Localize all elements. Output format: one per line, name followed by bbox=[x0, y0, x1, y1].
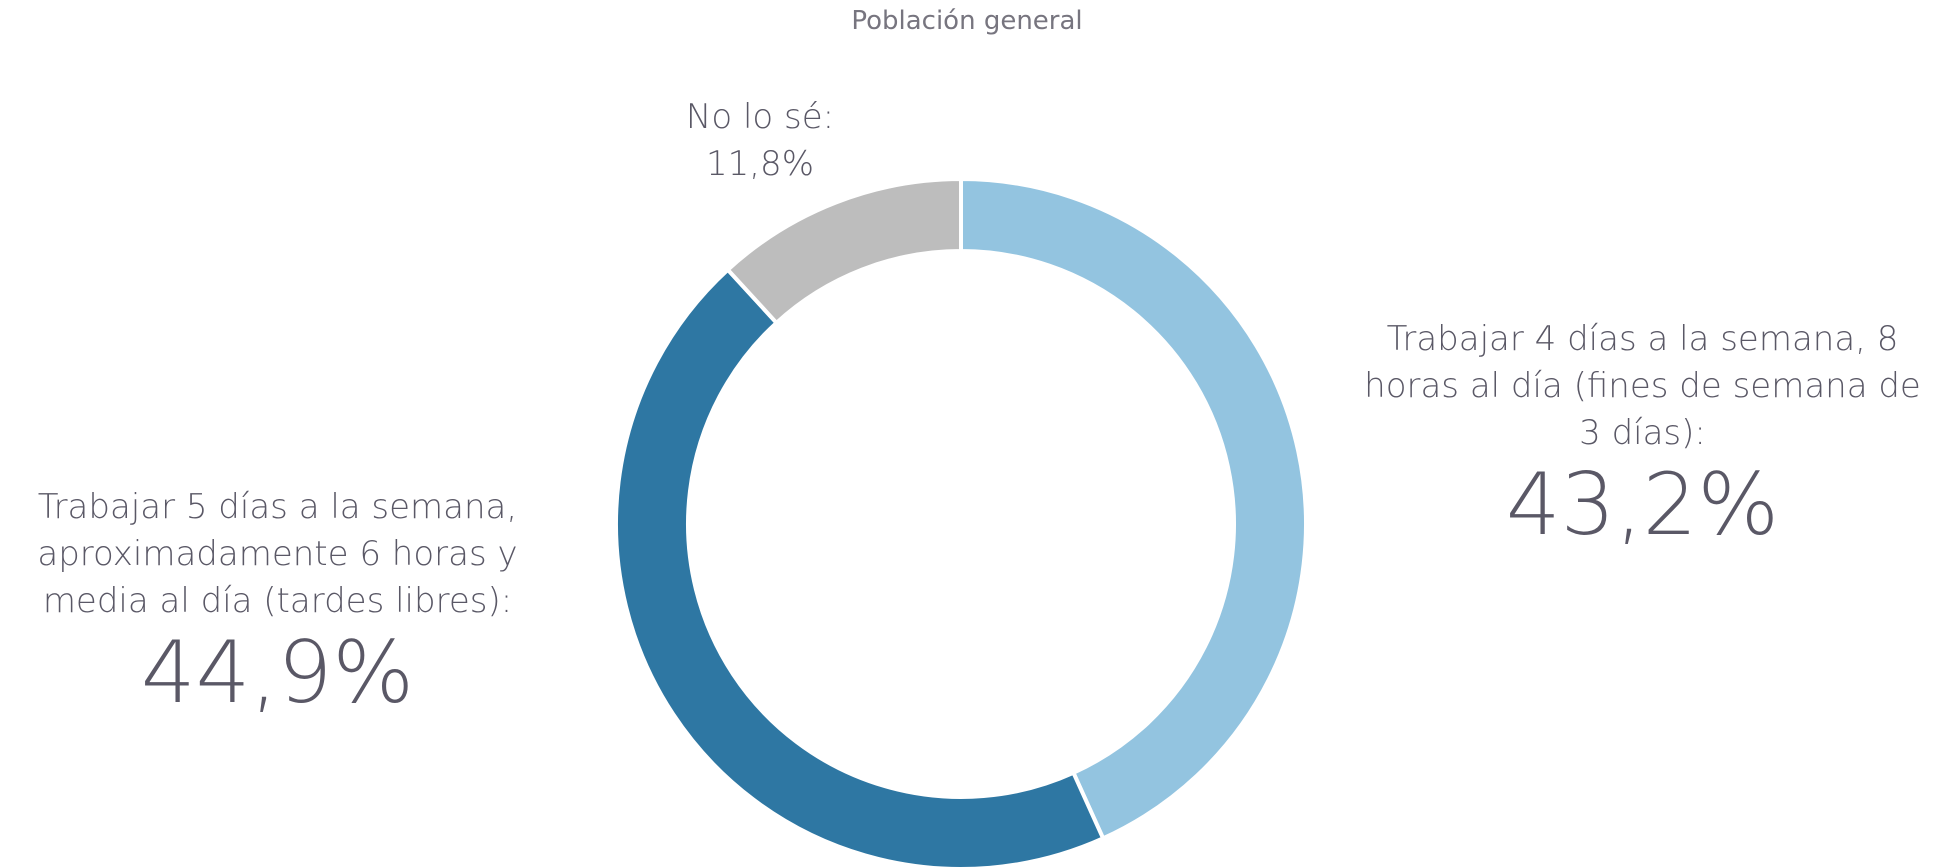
donut-slice bbox=[614, 266, 1106, 868]
slice-label: No lo sé: 11,8% bbox=[650, 94, 870, 188]
value-label: 11,8% bbox=[705, 144, 814, 184]
category-label: Trabajar 5 días a la semana, aproximadam… bbox=[37, 487, 518, 621]
category-label: Trabajar 4 días a la semana, 8 horas al … bbox=[1364, 319, 1921, 453]
category-label: No lo sé: bbox=[685, 97, 835, 137]
slice-label: Trabajar 4 días a la semana, 8 horas al … bbox=[1360, 316, 1925, 553]
value-label: 44,9% bbox=[140, 623, 415, 723]
chart-title: Población general bbox=[851, 6, 1083, 36]
donut-slice bbox=[959, 176, 1308, 842]
donut-slice bbox=[724, 176, 963, 326]
value-label: 43,2% bbox=[1505, 455, 1780, 555]
slice-label: Trabajar 5 días a la semana, aproximadam… bbox=[5, 484, 550, 721]
